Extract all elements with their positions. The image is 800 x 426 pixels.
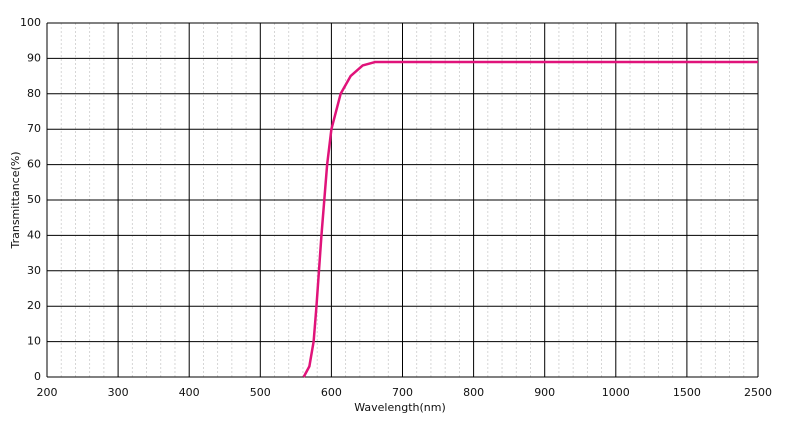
y-tick-label: 70 xyxy=(27,122,41,135)
x-tick-label: 700 xyxy=(392,386,413,399)
y-tick-label: 20 xyxy=(27,299,41,312)
y-tick-label: 60 xyxy=(27,158,41,171)
y-tick-label: 10 xyxy=(27,335,41,348)
series-line xyxy=(302,60,758,378)
x-tick-label: 2500 xyxy=(744,386,772,399)
y-tick-label: 0 xyxy=(34,370,41,383)
x-tick-label: 800 xyxy=(463,386,484,399)
x-tick-label: 1500 xyxy=(673,386,701,399)
y-axis-label: Transmittance(%) xyxy=(9,151,22,249)
y-tick-label: 40 xyxy=(27,228,41,241)
x-axis-label: Wavelength(nm) xyxy=(354,401,446,414)
x-tick-label: 500 xyxy=(250,386,271,399)
x-tick-label: 1000 xyxy=(602,386,630,399)
x-tick-label: 600 xyxy=(321,386,342,399)
x-tick-label: 900 xyxy=(534,386,555,399)
y-tick-label: 90 xyxy=(27,51,41,64)
y-tick-label: 100 xyxy=(20,16,41,29)
x-tick-label: 400 xyxy=(179,386,200,399)
x-tick-label: 300 xyxy=(108,386,129,399)
y-tick-label: 30 xyxy=(27,264,41,277)
y-tick-label: 50 xyxy=(27,193,41,206)
x-tick-label: 200 xyxy=(37,386,58,399)
y-tick-label: 80 xyxy=(27,87,41,100)
